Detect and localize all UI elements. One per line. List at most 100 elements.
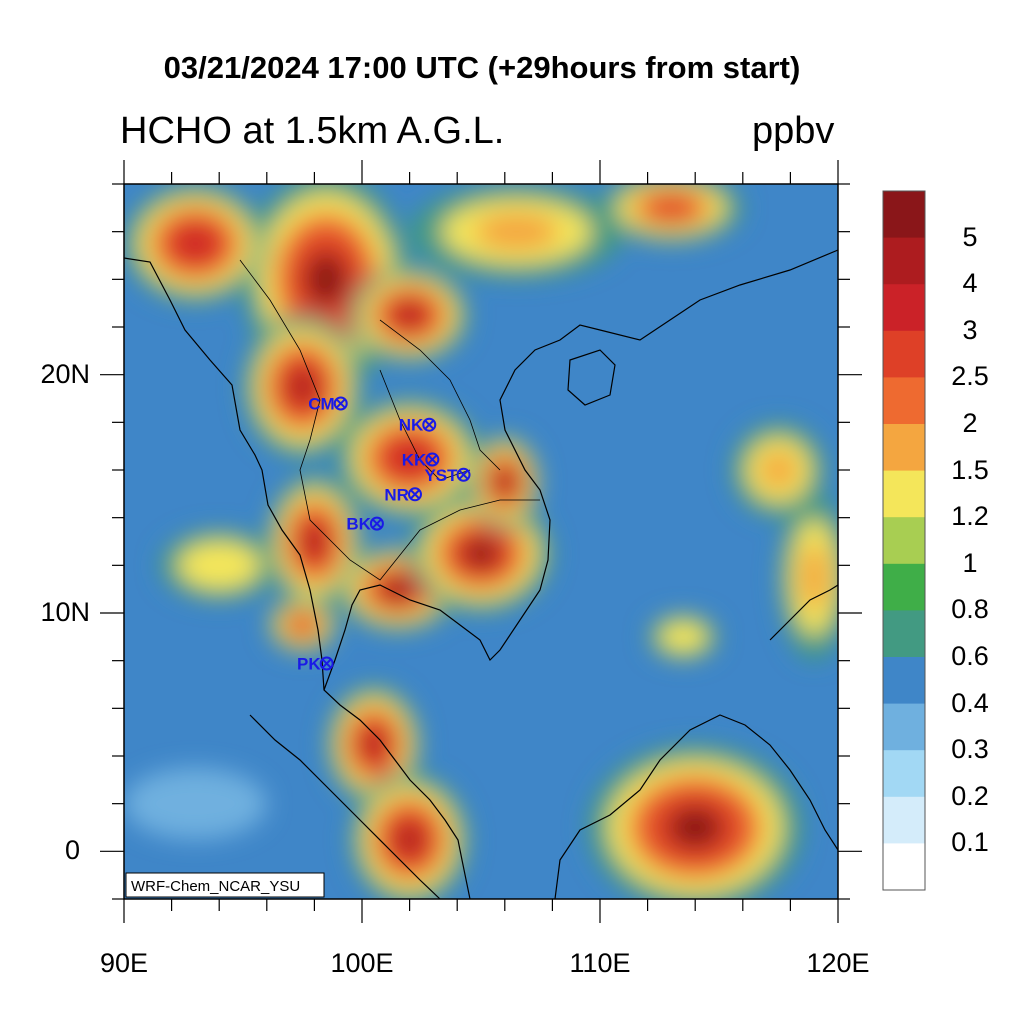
- mainland-coast: [124, 257, 471, 899]
- station-yst: YST: [424, 466, 471, 485]
- hotspot-band: [800, 544, 829, 611]
- border-3: [329, 499, 540, 581]
- colorbar-label: 0.8: [951, 594, 989, 625]
- colorbar-segment: [883, 377, 925, 425]
- hotspot-4: [266, 474, 362, 609]
- hotspot-10: [588, 744, 803, 899]
- border-2: [379, 319, 501, 471]
- station-cm: CM: [308, 395, 348, 414]
- sumatra-coast: [249, 714, 441, 899]
- colorbar-segment: [883, 657, 925, 705]
- station-marker: [407, 487, 422, 502]
- hotspot-band: [305, 253, 347, 306]
- plot-subtitle: HCHO at 1.5km A.G.L.: [120, 110, 505, 152]
- station-label: CM: [308, 395, 334, 414]
- station-label: NR: [384, 485, 409, 504]
- hotspot-band: [302, 525, 327, 558]
- hotspot-band: [124, 767, 267, 840]
- hotspot-17: [647, 613, 719, 661]
- station-marker-cross: [410, 489, 420, 500]
- lat-label-10n: 10N: [40, 597, 90, 627]
- colorbar-segment: [883, 424, 925, 472]
- station-marker-cross: [424, 419, 435, 430]
- station-bk: BK: [346, 515, 384, 534]
- station-marker: [319, 656, 334, 671]
- colorbar: [882, 190, 926, 891]
- hotspot-band: [395, 823, 425, 856]
- station-marker-cross: [427, 454, 438, 465]
- station-marker: [425, 452, 440, 467]
- station-marker-cross: [371, 518, 382, 529]
- hotspot-12: [409, 184, 624, 280]
- hotspot-band: [669, 627, 698, 647]
- station-marker: [333, 396, 348, 411]
- hotspot-band: [668, 807, 722, 848]
- hotspot-band: [195, 551, 243, 580]
- station-marker-cross: [458, 469, 469, 480]
- colorbar-label: 2: [962, 408, 978, 438]
- station-nr: NR: [384, 485, 422, 504]
- colorbar-segment: [883, 517, 925, 565]
- hotspot-13: [600, 184, 743, 244]
- colorbar-label: 0.3: [951, 734, 989, 765]
- hotspot-band: [759, 451, 798, 489]
- hainan-island: [567, 349, 616, 406]
- colorbar-label: 2.5: [951, 361, 989, 392]
- station-label: PK: [297, 655, 321, 674]
- lon-label-90e: 90E: [99, 948, 149, 978]
- colorbar-label: 1: [962, 547, 978, 578]
- colorbar-label: 0.1: [951, 827, 989, 858]
- colorbar-segment: [883, 843, 925, 891]
- colorbar-label: 4: [962, 268, 978, 299]
- hotspot-2: [350, 267, 470, 363]
- lon-label-120e: 120E: [806, 948, 870, 978]
- hotspot-band: [463, 538, 499, 569]
- axis-ticks: [100, 160, 862, 923]
- hotspot-band: [362, 729, 386, 759]
- station-marker: [456, 467, 471, 482]
- units-label: ppbv: [752, 110, 835, 152]
- lon-label-100e: 100E: [330, 948, 394, 978]
- station-marker: [422, 417, 437, 432]
- station-marker-cross: [335, 398, 346, 409]
- hotspot-11: [124, 184, 267, 304]
- gulf-thailand-coast: [323, 249, 838, 691]
- hotspot-band: [395, 303, 425, 327]
- station-label: NK: [399, 416, 424, 435]
- colorbar-segment: [883, 796, 925, 844]
- hotspot-18: [778, 493, 838, 661]
- colorbar-segment: [883, 750, 925, 798]
- borneo-coast: [554, 714, 838, 899]
- hotspot-14: [730, 422, 827, 518]
- philippines-coast: [769, 584, 838, 641]
- lat-label-0: 0: [64, 835, 80, 865]
- colorbar-label: 3: [962, 314, 978, 345]
- border-4: [379, 369, 471, 481]
- hotspot-19: [124, 767, 267, 840]
- hotspot-1: [243, 315, 362, 459]
- field-layer: [124, 184, 838, 899]
- colorbar-label: 0.2: [951, 780, 989, 811]
- hotspot-3: [338, 398, 481, 518]
- plot-frame: [123, 183, 839, 900]
- colorbar-label: 0.4: [951, 687, 989, 718]
- hotspot-7: [469, 434, 541, 530]
- station-label: BK: [346, 515, 371, 534]
- colorbar-segment: [883, 703, 925, 751]
- colorbar-segment: [883, 284, 925, 332]
- colorbar-segment: [883, 330, 925, 378]
- colorbar-label: 1.2: [951, 501, 989, 532]
- hotspot-band: [291, 616, 314, 634]
- credit-label: WRF-Chem_NCAR_YSU: [131, 878, 300, 895]
- lon-label-110e: 110E: [569, 948, 631, 978]
- colorbar-label: 0.6: [951, 641, 989, 671]
- hotspot-15: [266, 596, 339, 654]
- colorbar-frame: [882, 190, 926, 891]
- station-nk: NK: [399, 416, 437, 435]
- station-label: KK: [402, 451, 427, 470]
- colorbar-label: 5: [962, 221, 978, 252]
- station-pk: PK: [297, 655, 334, 674]
- hotspot-9: [350, 772, 470, 899]
- coastlines: [124, 249, 838, 899]
